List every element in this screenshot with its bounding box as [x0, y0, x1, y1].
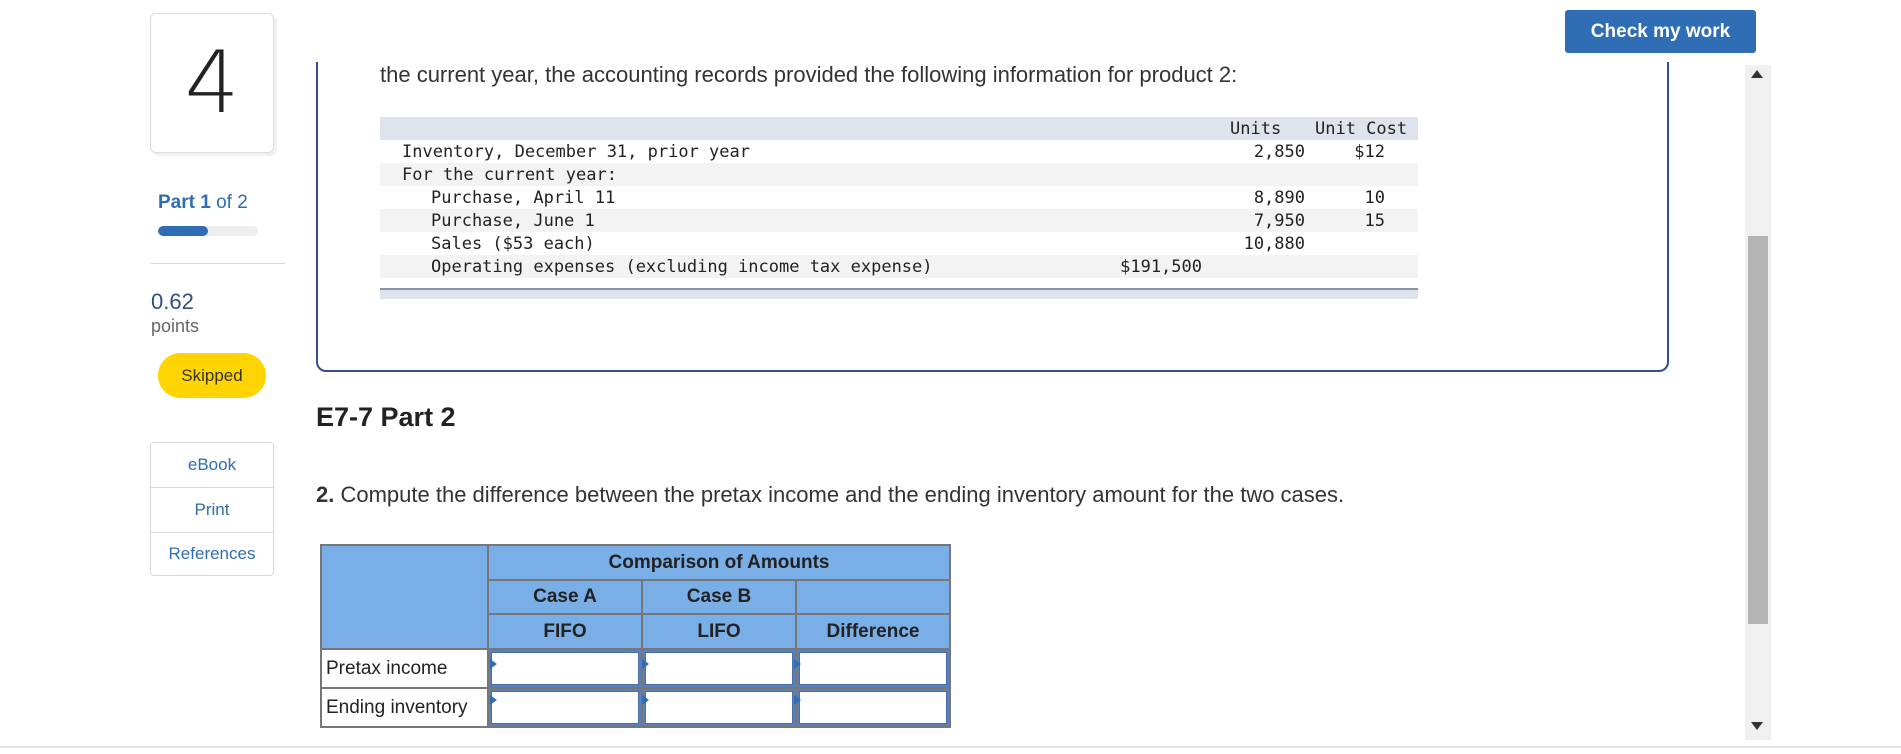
units-header: Units: [1230, 119, 1282, 139]
inventory-difference-cell: [795, 687, 951, 728]
difference-header: Difference: [795, 613, 951, 650]
answer-table: Comparison of Amounts Case A Case B FIFO…: [320, 544, 951, 728]
lifo-header: LIFO: [641, 613, 797, 650]
scrollbar-thumb[interactable]: [1748, 236, 1768, 624]
points-label: points: [151, 316, 200, 336]
row-unit-cost: 10: [1364, 188, 1385, 208]
data-table-row: Purchase, June 1 7,950 15: [380, 209, 1418, 232]
part-heading: E7-7 Part 2: [316, 402, 456, 432]
ending-inventory-difference-input[interactable]: [799, 691, 947, 724]
row-label-ending-inventory: Ending inventory: [320, 687, 489, 728]
data-table: Units Unit Cost Inventory, December 31, …: [380, 117, 1418, 299]
part-of: of 2: [216, 192, 248, 213]
question-text: 2. Compute the difference between the pr…: [316, 482, 1344, 508]
row-label: Purchase, June 1: [431, 211, 595, 231]
question-number-label: 2.: [316, 482, 335, 507]
row-label: For the current year:: [402, 165, 617, 185]
answer-table-corner: [320, 544, 489, 650]
pretax-lifo-cell: [641, 648, 797, 689]
sidebar-divider: [150, 263, 285, 264]
row-label: Purchase, April 11: [431, 188, 616, 208]
ending-inventory-lifo-input[interactable]: [645, 691, 793, 724]
references-link[interactable]: References: [168, 544, 256, 563]
points-value: 0.62: [151, 289, 194, 314]
row-amount: $191,500: [1120, 257, 1202, 277]
unit-cost-header: Unit Cost: [1315, 119, 1408, 139]
row-label: Operating expenses (excluding income tax…: [431, 257, 933, 277]
case-b-header: Case B: [641, 579, 797, 615]
part-indicator: Part 1 of 2: [158, 192, 248, 214]
row-label: Inventory, December 31, prior year: [402, 142, 750, 162]
bottom-divider: [0, 746, 1901, 748]
resources-panel: eBook Print References: [150, 442, 274, 576]
data-table-header: Units Unit Cost: [380, 117, 1418, 140]
data-table-row: Purchase, April 11 8,890 10: [380, 186, 1418, 209]
row-units: 2,850: [1253, 142, 1305, 162]
question-number: 4: [184, 33, 240, 133]
difference-header-blank: [795, 579, 951, 615]
row-label-pretax-income: Pretax income: [320, 648, 489, 689]
answer-row-ending-inventory: Ending inventory: [320, 687, 951, 728]
data-table-row: Sales ($53 each) 10,880: [380, 232, 1418, 255]
inventory-fifo-cell: [487, 687, 643, 728]
data-table-footer-bar: [380, 288, 1418, 299]
status-badge: Skipped: [158, 353, 266, 398]
pretax-income-lifo-input[interactable]: [645, 652, 793, 685]
pretax-difference-cell: [795, 648, 951, 689]
answer-row-pretax-income: Pretax income: [320, 648, 951, 689]
pretax-fifo-cell: [487, 648, 643, 689]
part-progress-bar: [158, 226, 258, 236]
ending-inventory-fifo-input[interactable]: [491, 691, 639, 724]
fifo-header: FIFO: [487, 613, 643, 650]
row-units: 8,890: [1253, 188, 1305, 208]
scroll-down-icon[interactable]: [1751, 722, 1763, 730]
row-unit-cost: 15: [1364, 211, 1385, 231]
case-a-header: Case A: [487, 579, 643, 615]
scroll-up-icon[interactable]: [1751, 70, 1763, 78]
row-unit-cost: $12: [1354, 142, 1385, 162]
ebook-link[interactable]: eBook: [151, 443, 273, 488]
question-number-card: 4: [150, 13, 274, 153]
comparison-header: Comparison of Amounts: [487, 544, 951, 581]
data-table-row: Inventory, December 31, prior year 2,850…: [380, 140, 1418, 163]
row-label: Sales ($53 each): [431, 234, 595, 254]
problem-intro: the current year, the accounting records…: [380, 62, 1238, 87]
row-units: 10,880: [1243, 234, 1305, 254]
row-units: 7,950: [1253, 211, 1305, 231]
pretax-income-fifo-input[interactable]: [491, 652, 639, 685]
data-table-row: For the current year:: [380, 163, 1418, 186]
pretax-income-difference-input[interactable]: [799, 652, 947, 685]
check-my-work-button[interactable]: Check my work: [1565, 10, 1756, 53]
data-table-row: Operating expenses (excluding income tax…: [380, 255, 1418, 278]
part-current: 1: [200, 192, 211, 213]
print-link[interactable]: Print: [151, 488, 273, 533]
part-prefix: Part: [158, 192, 195, 213]
question-body: Compute the difference between the preta…: [340, 482, 1345, 507]
inventory-lifo-cell: [641, 687, 797, 728]
part-progress-fill: [158, 226, 208, 236]
